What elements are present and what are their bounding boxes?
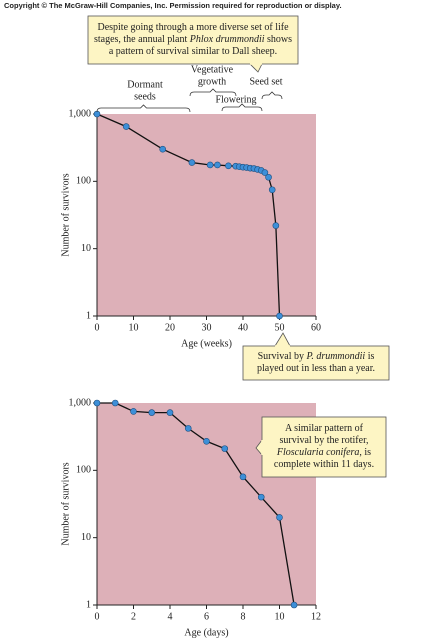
x-tick-label: 20 [165, 322, 175, 333]
y-tick-label: 100 [76, 465, 91, 476]
callout-run: Despite going through a more diverse set… [97, 22, 289, 33]
data-point [265, 173, 272, 181]
survival-line [97, 402, 295, 606]
data-point [159, 145, 166, 153]
y-tick-label: 10 [81, 243, 91, 254]
stage-label: Vegetative [191, 64, 234, 75]
stage-label: growth [198, 76, 226, 87]
data-point [268, 186, 276, 194]
callout-text: Floscularia conifera, is [276, 447, 371, 458]
callout-text: played out in less than a year. [257, 363, 375, 374]
x-tick-label: 10 [275, 611, 285, 622]
y-axis-label: Number of survivors [60, 173, 71, 256]
x-tick-label: 50 [275, 322, 285, 333]
data-point [188, 159, 196, 166]
y-tick-label: 1 [86, 310, 91, 321]
callout-text: complete within 11 days. [274, 459, 374, 470]
y-tick-label: 1,000 [69, 397, 92, 408]
callout-run: survival by the rotifer, [279, 435, 368, 446]
callout-pointer [249, 63, 263, 73]
callout-box [87, 15, 299, 65]
stage-label: Flowering [215, 94, 256, 105]
stage-label: seeds [134, 91, 156, 102]
callout-run: Phlox drummondii [189, 34, 265, 45]
callout-run: shows [265, 34, 293, 45]
x-tick-label: 12 [311, 611, 321, 622]
callout-run: P. drummondii [306, 351, 366, 362]
x-tick-label: 60 [311, 322, 321, 333]
x-tick-label: 2 [131, 611, 136, 622]
x-axis-label: Age (days) [184, 627, 228, 638]
callout-text: survival by the rotifer, [279, 435, 368, 446]
copyright: Copyright © The McGraw-Hill Companies, I… [4, 1, 342, 10]
data-point [272, 222, 280, 229]
stage-bracket [221, 103, 263, 112]
callout-run: a pattern of survival similar to Dall sh… [109, 46, 277, 57]
callout-text: Despite going through a more diverse set… [97, 22, 289, 33]
data-point [290, 601, 298, 609]
x-tick-label: 6 [204, 611, 209, 622]
x-tick-label: 40 [238, 322, 248, 333]
x-axis-label: Age (weeks) [181, 338, 232, 349]
callout-pointer [255, 439, 263, 456]
stage-bracket [261, 91, 283, 100]
x-tick-label: 4 [168, 611, 173, 622]
data-point [261, 169, 269, 176]
callout-box [261, 416, 387, 478]
data-point [184, 425, 192, 432]
callout-run: Floscularia conifera [276, 447, 360, 458]
x-tick-label: 8 [241, 611, 246, 622]
y-tick-label: 1,000 [69, 108, 92, 119]
callout-box [242, 345, 390, 381]
callout-run: is [365, 351, 374, 362]
callout-run: Survival by [258, 351, 307, 362]
y-axis-label: Number of survivors [60, 462, 71, 545]
data-point [148, 409, 156, 416]
y-tick-label: 1 [86, 599, 91, 610]
data-point [276, 514, 283, 521]
plot-area [97, 114, 316, 316]
stage-bracket [96, 104, 191, 113]
callout-text: stages, the annual plant Phlox drummondi… [94, 34, 292, 45]
callout-text: A similar pattern of [285, 423, 364, 434]
data-point [214, 161, 221, 169]
data-point [239, 473, 247, 481]
x-tick-label: 0 [95, 611, 100, 622]
callout-text: a pattern of survival similar to Dall sh… [109, 46, 277, 57]
callout-text: Survival by P. drummondii is [258, 351, 375, 362]
data-point [111, 399, 119, 407]
stage-label: Seed set [249, 76, 282, 87]
data-point [93, 399, 101, 407]
data-point [225, 162, 232, 170]
callout-run: A similar pattern of [285, 423, 364, 434]
callout-pointer [274, 332, 291, 347]
data-point [122, 123, 130, 130]
data-point [276, 312, 283, 320]
x-tick-label: 0 [95, 322, 100, 333]
data-point [206, 161, 214, 169]
x-tick-label: 10 [129, 322, 139, 333]
callout-run: complete within 11 days. [274, 459, 374, 470]
stage-bracket [189, 88, 237, 97]
stage-label: Dormant [127, 79, 163, 90]
callout-run: stages, the annual plant [94, 34, 190, 45]
x-tick-label: 30 [202, 322, 212, 333]
y-tick-label: 100 [76, 176, 91, 187]
data-point [257, 493, 265, 501]
callout-run: , is [359, 447, 371, 458]
callout-run: played out in less than a year. [257, 363, 375, 374]
data-point [130, 408, 137, 415]
data-point [203, 437, 210, 445]
data-point [166, 409, 174, 416]
data-point [221, 445, 229, 452]
y-tick-label: 10 [81, 532, 91, 543]
